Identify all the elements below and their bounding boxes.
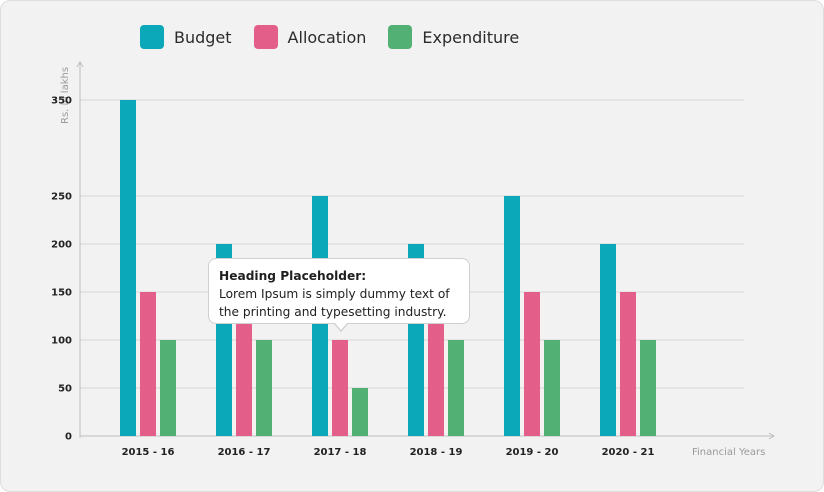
- x-tick-label: 2017 - 18: [314, 447, 367, 458]
- legend-label-expenditure: Expenditure: [422, 27, 520, 47]
- legend: Budget Allocation Expenditure: [140, 25, 541, 49]
- legend-item-expenditure[interactable]: Expenditure: [388, 25, 519, 49]
- legend-label-budget: Budget: [174, 27, 232, 47]
- y-tick-label: 250: [51, 192, 72, 203]
- y-axis-arrow-icon: [76, 61, 84, 68]
- bar-allocation[interactable]: [620, 292, 636, 436]
- y-tick-label: 350: [51, 96, 72, 107]
- x-axis-arrow-icon: [768, 432, 775, 440]
- bar-budget[interactable]: [120, 100, 136, 436]
- x-axis-title: Financial Years: [692, 447, 765, 458]
- x-tick-label: 2020 - 21: [602, 447, 655, 458]
- bar-allocation[interactable]: [524, 292, 540, 436]
- legend-swatch-allocation: [253, 25, 278, 49]
- tooltip: Heading Placeholder: Lorem Ipsum is simp…: [208, 258, 470, 324]
- y-tick-labels: 0 50 100 150 200 250 350: [51, 96, 72, 443]
- bar-budget[interactable]: [600, 244, 616, 436]
- y-tick-label: 0: [65, 432, 72, 443]
- legend-item-allocation[interactable]: Allocation: [253, 25, 367, 49]
- bar-expenditure[interactable]: [448, 340, 464, 436]
- bar-expenditure[interactable]: [640, 340, 656, 436]
- bar-expenditure[interactable]: [256, 340, 272, 436]
- y-tick-label: 150: [51, 288, 72, 299]
- x-tick-label: 2016 - 17: [218, 447, 271, 458]
- bar-expenditure[interactable]: [160, 340, 176, 436]
- tooltip-heading: Heading Placeholder:: [219, 269, 367, 283]
- legend-label-allocation: Allocation: [287, 27, 367, 47]
- bar-allocation[interactable]: [236, 292, 252, 436]
- x-tick-label: 2019 - 20: [506, 447, 559, 458]
- tooltip-line-2: the printing and typesetting industry.: [219, 305, 447, 319]
- bar-budget[interactable]: [504, 196, 520, 436]
- tooltip-pointer-fill: [334, 322, 348, 330]
- y-tick-label: 200: [51, 240, 72, 251]
- tooltip-line-1: Lorem Ipsum is simply dummy text of: [219, 287, 450, 301]
- legend-swatch-budget: [140, 25, 164, 49]
- legend-item-budget[interactable]: Budget: [140, 25, 232, 49]
- y-axis-title: Rs. in lakhs: [60, 67, 71, 124]
- bar-expenditure[interactable]: [352, 388, 368, 436]
- y-tick-label: 100: [51, 336, 72, 347]
- x-tick-label: 2015 - 16: [122, 447, 175, 458]
- bar-allocation[interactable]: [332, 340, 348, 436]
- bar-expenditure[interactable]: [544, 340, 560, 436]
- x-tick-labels: 2015 - 16 2016 - 17 2017 - 18 2018 - 19 2019…: [122, 447, 655, 458]
- bar-allocation[interactable]: [428, 292, 444, 436]
- legend-swatch-expenditure: [388, 25, 413, 49]
- bar-allocation[interactable]: [140, 292, 156, 436]
- y-tick-label: 50: [58, 384, 72, 395]
- axes: Rs. in lakhs Financial Years: [60, 61, 775, 458]
- x-tick-label: 2018 - 19: [410, 447, 463, 458]
